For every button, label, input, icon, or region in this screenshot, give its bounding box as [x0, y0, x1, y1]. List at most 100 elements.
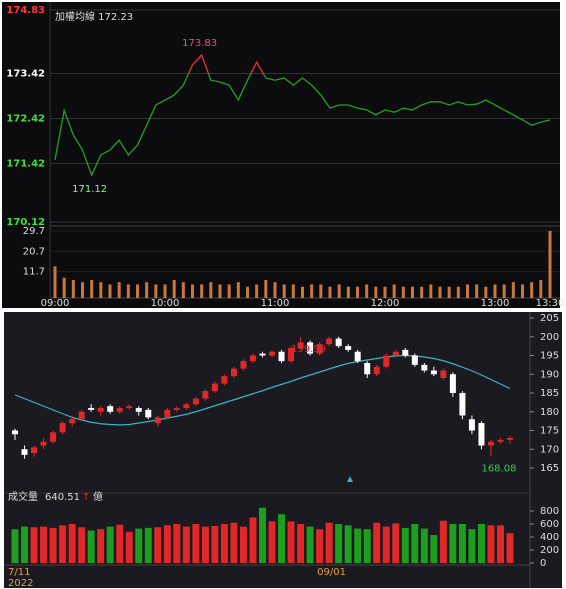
volume-bar [154, 284, 158, 298]
y-tick-label: 165 [540, 463, 559, 474]
y-tick-label: 185 [540, 388, 559, 399]
volume-bar [282, 284, 286, 298]
y-tick-label: 170.12 [6, 217, 45, 228]
volume-bar [420, 528, 428, 563]
x-tick-label: 12:00 [371, 298, 400, 309]
volume-bar [449, 524, 457, 563]
candle-body [373, 366, 380, 375]
volume-bar [71, 279, 75, 298]
volume-bar [297, 524, 305, 563]
candle-body [326, 338, 333, 345]
volume-label: 成交量 [8, 490, 38, 503]
y-tick-label: 205 [540, 313, 559, 324]
volume-bar [191, 284, 194, 298]
candle-body [31, 447, 38, 453]
y-tick-label: 174.83 [6, 5, 45, 16]
volume-bar [236, 282, 240, 298]
volume-bar [287, 521, 295, 563]
x-tick-label: 13:00 [481, 298, 510, 309]
volume-bar [62, 277, 66, 298]
volume-bar [363, 529, 371, 563]
y-tick-label: 190 [540, 369, 559, 380]
volume-bar [182, 526, 190, 563]
x-tick-label: 09:00 [41, 298, 70, 309]
volume-bar [173, 524, 181, 563]
candle-body [221, 376, 228, 384]
candle-body [497, 439, 504, 442]
x-tick-label: 09/01 [317, 567, 346, 578]
arrow-icon: ↑ [82, 492, 90, 503]
volume-bar [116, 524, 124, 563]
candle-body [183, 404, 190, 408]
volume-bar [278, 514, 286, 563]
y-tick-label: 200 [540, 332, 559, 343]
candle-body [269, 351, 276, 356]
candle-body [192, 398, 199, 405]
y-tick-label: 11.7 [23, 267, 45, 278]
candle-body [421, 364, 428, 371]
intraday-panel [2, 2, 560, 308]
candle-body [116, 408, 123, 412]
volume-unit: 億 [93, 490, 103, 503]
candle-body [249, 355, 256, 362]
volume-bar [264, 279, 268, 298]
volume-bar [447, 286, 451, 298]
volume-bar [438, 286, 442, 298]
candle-body [345, 346, 352, 350]
candle-body [12, 430, 18, 435]
candle-body [21, 449, 28, 455]
y-tick-label: 173.42 [6, 68, 45, 79]
candle-body [211, 383, 218, 392]
y-tick-label: 172.42 [6, 113, 45, 124]
volume-bar [496, 525, 504, 563]
annotation: 171.12 [72, 184, 107, 195]
year-label: 2022 [8, 578, 33, 589]
volume-bar [411, 524, 419, 563]
candle-body [402, 349, 409, 356]
volume-bar [144, 527, 152, 563]
volume-bar [383, 286, 387, 298]
volume-bar [475, 284, 479, 298]
volume-bar [430, 535, 438, 563]
volume-bar [154, 527, 162, 563]
candle-body [97, 408, 104, 412]
candle-body [307, 342, 314, 354]
chart-title: 加權均線 172.23 [55, 10, 133, 23]
candle-body [440, 370, 447, 378]
volume-bar [230, 522, 238, 563]
volume-bar [255, 284, 259, 298]
volume-bar [487, 525, 495, 563]
volume-bar [126, 284, 130, 298]
volume-bar [136, 284, 139, 298]
volume-bar [106, 526, 114, 563]
y-tick-label: 600 [540, 519, 559, 530]
volume-bar [328, 286, 332, 298]
candle-body [69, 419, 76, 423]
volume-bar [401, 286, 405, 298]
candle-body [278, 351, 285, 362]
volume-total: 640.51 [45, 492, 80, 503]
volume-bar [273, 282, 277, 298]
volume-bar [78, 527, 86, 563]
candle-body [50, 432, 57, 442]
candle-body [487, 441, 494, 446]
candle-body [507, 438, 513, 440]
volume-bar [11, 529, 19, 563]
ma-line [14, 354, 511, 426]
candle-body [107, 406, 114, 412]
volume-bar [484, 286, 488, 298]
volume-bar [87, 530, 95, 563]
candle-body [259, 353, 266, 356]
volume-bar [99, 282, 103, 298]
y-tick-label: 29.7 [23, 226, 45, 237]
candle-body [430, 370, 437, 375]
volume-bar [259, 507, 266, 563]
annotation: 199.99 [291, 344, 326, 355]
volume-bar [59, 525, 67, 563]
volume-bar [373, 522, 381, 563]
marker [347, 476, 353, 482]
volume-bar [227, 284, 231, 298]
volume-bar [220, 524, 228, 563]
candle-body [449, 374, 456, 393]
